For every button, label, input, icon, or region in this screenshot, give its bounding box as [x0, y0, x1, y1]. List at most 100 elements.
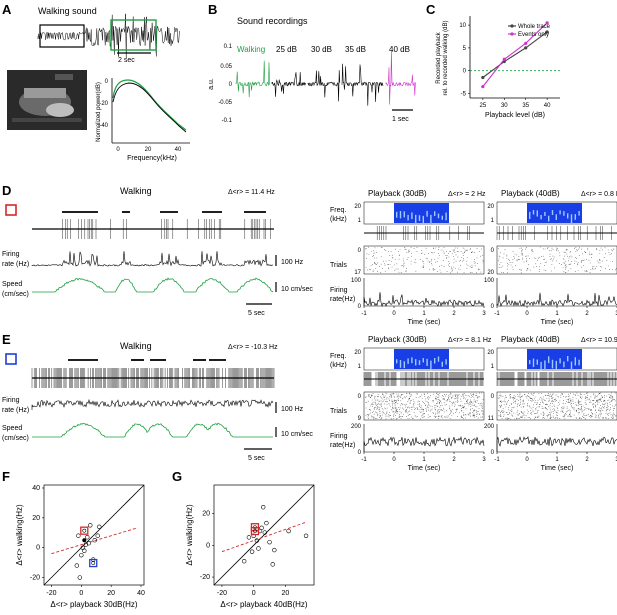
scatter-g-point-9 — [264, 520, 269, 526]
e-pb-spectro-band-5 — [415, 359, 417, 366]
d-pb-spectro-band-1 — [399, 210, 402, 219]
d-pb-time-label-497-1: 0 — [525, 311, 529, 317]
panel-b-trace-3 — [341, 63, 384, 106]
e-pb-freq-tick-top-497: 20 — [487, 350, 494, 356]
panel-label-f: F — [2, 469, 10, 484]
scatter-g-point-1 — [249, 549, 255, 554]
panel-a-box-event — [110, 19, 157, 51]
e-pb-delta-364: Δ<r> = 8.1 Hz — [448, 337, 492, 344]
d-pb-time-label-364-2: 1 — [422, 311, 426, 317]
panel-e-firing-rate-trace — [31, 398, 274, 410]
panel-g-scatter: -20 0 20 20 0 -20 Δ<r> playback 40dB(Hz) Δ<r> w… — [185, 484, 315, 609]
e-pb-spectro-band-7 — [555, 360, 557, 371]
panel-b-scale-label: 1 sec — [392, 116, 409, 123]
d-pb-spectro-band-0 — [529, 211, 531, 219]
e-pb-spectro-band-6 — [551, 359, 554, 369]
d-pb-spectro-band-12 — [574, 214, 576, 220]
e-pb-trials-dots-497 — [498, 392, 617, 420]
d-pb-trials-frame-497 — [496, 245, 617, 275]
panel-d-spike-raster — [32, 219, 274, 239]
d-pb-spectrogram-364 — [394, 203, 449, 223]
panel-d-scale-time: 5 sec — [248, 310, 265, 317]
panel-label-c: C — [426, 2, 436, 17]
scatter-g-point-6 — [259, 525, 264, 531]
d-pb-spectrogram-497 — [527, 203, 582, 223]
e-pb-spectro-band-12 — [574, 357, 576, 366]
d-pb-trials-frame-364 — [363, 245, 485, 275]
e-pb-spectro-band-4 — [411, 357, 413, 364]
scatter-g-xlabel: Δ<r> playback 40dB(Hz) — [220, 600, 307, 609]
d-raster-spikes — [62, 219, 271, 239]
scatter-f-xlabel: Δ<r> playback 30dB(Hz) — [50, 600, 137, 609]
panel-c-legend: Whole trace Events only — [508, 24, 551, 38]
d-pb-freq-tick-bot-497: 1 — [491, 218, 495, 224]
e-pb-rate-label-2: rate(Hz) — [330, 442, 355, 449]
d-pb-rate-label-1: Firing — [330, 287, 348, 294]
e-pb-spectro-band-8 — [559, 358, 561, 364]
d-pb-spectro-band-0 — [396, 211, 398, 218]
e-pb-rate-hist-497 — [496, 436, 617, 452]
e-pb-spectro-band-5 — [548, 356, 550, 364]
panel-label-a: A — [2, 2, 12, 17]
scatter-g-ytick-label-0: 20 — [202, 511, 210, 518]
scatter-f-fit-line — [51, 527, 137, 555]
d-pb-time-axis-label-364: Time (sec) — [408, 319, 441, 326]
e-pb-time-label-497-3: 2 — [585, 457, 589, 463]
scatter-g-point-11 — [270, 562, 275, 567]
scatter-f-point-10 — [80, 545, 86, 550]
svg-text:20: 20 — [145, 147, 152, 153]
scatter-g-ylabel: Δ<r> walking(Hz) — [185, 504, 194, 566]
e-pb-time-label-497-0: -1 — [494, 457, 500, 463]
e-pb-trials-dots-364 — [365, 392, 484, 420]
scatter-f-point-9 — [92, 538, 97, 543]
panel-a-photo — [7, 70, 87, 130]
scatter-g-point-4 — [256, 546, 261, 551]
d-pb-freq-frame-497 — [496, 201, 617, 225]
e-pb-spectro-band-7 — [422, 358, 424, 363]
panel-label-e: E — [2, 332, 11, 347]
e-pb-trial-tick-bot-364: 9 — [358, 416, 362, 422]
panel-b-cond-25: 25 dB — [276, 45, 297, 54]
d-pb-spectro-band-8 — [559, 210, 561, 215]
scatter-f-ytick-label-3: -20 — [30, 575, 40, 582]
panel-b-title: Sound recordings — [237, 16, 308, 26]
svg-text:0: 0 — [229, 82, 233, 88]
e-pb-freq-label-1: Freq. — [330, 353, 346, 360]
d-pb-trial-tick-bot-364: 17 — [354, 270, 361, 276]
scatter-f-ytick-label-2: 0 — [36, 545, 40, 552]
svg-text:-0.05: -0.05 — [218, 100, 232, 106]
e-pb-spectro-band-13 — [578, 359, 580, 366]
panel-c-series-0 — [482, 31, 548, 78]
panel-label-d: D — [2, 183, 11, 198]
panel-e-firing-label-2: rate (Hz) — [2, 407, 29, 414]
panel-c-ylabel-1: Recorded playback — [436, 31, 442, 83]
scatter-f-xtick-label-0: -20 — [46, 590, 56, 597]
e-pb-spectro-band-8 — [426, 358, 428, 366]
e-pb-time-axis-label-497: Time (sec) — [541, 465, 574, 472]
e-pb-time-label-364-0: -1 — [361, 457, 367, 463]
e-pb-delta-497: Δ<r> = 10.9 Hz — [581, 337, 617, 344]
panel-e-firing-label-1: Firing — [2, 397, 20, 404]
e-pb-freq-tick-bot-497: 1 — [491, 364, 495, 370]
panel-e-scale-time: 5 sec — [248, 455, 265, 462]
scatter-g-point-3 — [254, 538, 260, 543]
panel-c-xtick-label-1: 30 — [501, 103, 508, 109]
scatter-f-point-13 — [97, 524, 102, 529]
e-pb-spectro-band-6 — [418, 360, 421, 365]
d-pb-title-497: Playback (40dB) — [501, 189, 560, 198]
e-pb-spectro-band-3 — [407, 358, 409, 364]
panel-b-cond-35: 35 dB — [345, 45, 366, 54]
d-pb-freq-label-1: Freq. — [330, 207, 346, 214]
panel-d-scale-speed: 10 cm/sec — [281, 286, 313, 293]
panel-b-cond-walking: Walking — [237, 45, 265, 54]
e-pb-rate-tick-top-364: 200 — [351, 424, 362, 430]
d-pb-freq-tick-bot-364: 1 — [358, 218, 362, 224]
e-pb-spectro-band-4 — [544, 360, 546, 370]
svg-text:0: 0 — [105, 79, 109, 85]
d-pb-time-label-497-2: 1 — [555, 311, 559, 317]
scatter-g-point-0 — [246, 535, 252, 540]
e-pb-spectro-band-1 — [399, 360, 402, 368]
scatter-g-xtick-label-1: 0 — [252, 590, 256, 597]
d-pb-trial-tick-bot-497: 20 — [487, 270, 494, 276]
scatter-f-ylabel: Δ<r> walking(Hz) — [15, 504, 24, 566]
